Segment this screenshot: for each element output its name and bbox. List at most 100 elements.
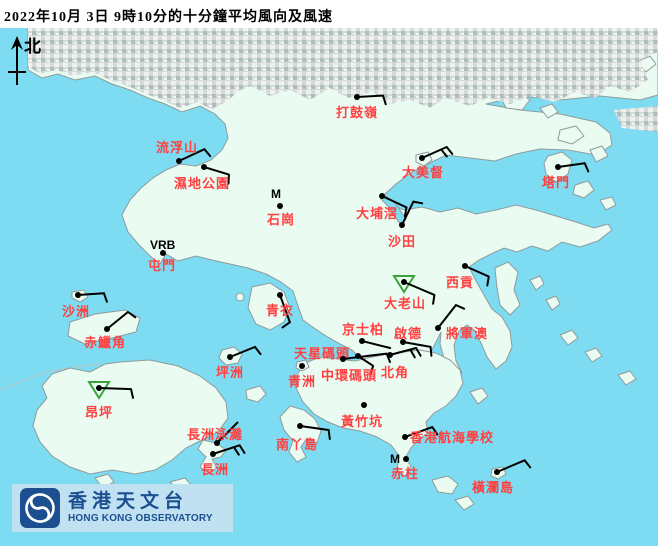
station-label: 赤柱 <box>391 466 419 481</box>
station-label: 昂坪 <box>85 405 113 420</box>
station-label: 啟德 <box>394 326 422 341</box>
station-dot <box>210 451 216 457</box>
station-kai-tak: 啟德 <box>394 326 433 357</box>
shenzhen-urban <box>28 28 658 110</box>
wind-barb <box>389 347 422 359</box>
hill-triangle-icon <box>87 381 111 400</box>
station-label: 赤鱲角 <box>84 335 126 350</box>
station-peng-chau: 坪洲 <box>216 345 262 380</box>
hko-logo[interactable]: 香港天文台 HONG KONG OBSERVATORY <box>12 484 233 532</box>
station-tap-mun: 塔門 <box>542 162 590 190</box>
wind-barb <box>381 195 408 218</box>
ap-chau-island <box>539 103 559 119</box>
station-dot <box>201 164 207 170</box>
station-label: 橫瀾島 <box>472 480 514 495</box>
station-ta-mei-tuk: 大美督 <box>402 146 454 180</box>
wind-barb <box>299 425 331 440</box>
po-toi-south <box>454 495 475 511</box>
grass-island <box>572 180 595 199</box>
station-dot <box>435 325 441 331</box>
wind-barb <box>216 421 239 444</box>
wind-barb <box>229 345 262 358</box>
station-dot <box>75 292 81 298</box>
station-ta-kwu-ling: 打鼓嶺 <box>336 94 387 120</box>
basalt-island <box>559 329 579 346</box>
wind-barb <box>106 311 137 330</box>
urban-area <box>28 28 658 132</box>
wind-barb <box>404 426 439 438</box>
station-dot <box>494 469 500 475</box>
station-green-island: 青洲 <box>288 363 315 389</box>
kau-sai-chau <box>494 261 521 316</box>
station-cheung-chau: 長洲 <box>201 444 246 477</box>
station-dot <box>340 356 346 362</box>
wind-barb <box>421 146 454 159</box>
yantian-urban <box>614 106 658 132</box>
station-label: 塔門 <box>542 175 570 190</box>
station-wetland-park: 濕地公園 <box>174 164 230 191</box>
page-title: 2022年10月 3日 9時10分的十分鐘平均風向及風速 <box>4 10 333 25</box>
station-shek-kong: M 石崗 <box>266 187 294 227</box>
station-tuen-mun: VRB 屯門 <box>148 238 176 273</box>
wind-barb <box>401 200 424 226</box>
station-label: 青衣 <box>266 303 294 318</box>
wind-barb <box>557 162 590 173</box>
hko-logo-english: HONG KONG OBSERVATORY <box>68 513 213 524</box>
station-dot <box>299 363 305 369</box>
station-lau-fau-shan: 流浮山 <box>156 140 212 164</box>
wind-barb <box>178 148 212 162</box>
crescent-island <box>589 145 609 163</box>
station-dot <box>96 385 102 391</box>
station-dot <box>354 94 360 100</box>
wind-barb <box>342 352 391 363</box>
wind-barb <box>437 304 466 329</box>
port-island <box>599 196 617 211</box>
station-dot <box>401 279 407 285</box>
station-dot <box>462 263 468 269</box>
boundary-line <box>0 363 101 391</box>
wind-barb <box>77 292 108 303</box>
station-label: 坪洲 <box>216 365 244 380</box>
station-label: 大埔滘 <box>356 206 398 221</box>
mainland <box>27 28 658 374</box>
station-dot <box>104 326 110 332</box>
station-dot <box>399 222 405 228</box>
station-label: 沙田 <box>388 234 416 249</box>
station-central-pier: 中環碼頭 <box>321 352 391 383</box>
station-dot <box>176 158 182 164</box>
station-marker: VRB <box>150 238 176 252</box>
wind-barb <box>402 341 433 357</box>
station-wong-chuk-hang: 黃竹坑 <box>340 402 382 429</box>
station-dot <box>214 440 220 446</box>
chek-lap-kok-island <box>67 309 141 345</box>
station-dot <box>379 193 385 199</box>
north-arrow-head <box>11 36 23 50</box>
station-dot <box>277 292 283 298</box>
station-sai-kung: 西貢 <box>446 263 490 290</box>
station-marker: M <box>390 452 400 466</box>
station-cheung-chau-beach: 長洲泳灘 <box>187 421 242 446</box>
north-compass: 北 <box>8 36 41 85</box>
ma-wan-island <box>235 292 245 302</box>
station-dot <box>277 203 283 209</box>
lantau-island <box>32 359 229 475</box>
station-dot <box>403 456 409 462</box>
station-label: 京士柏 <box>342 322 384 337</box>
station-lamma-island: 南丫島 <box>276 423 331 452</box>
station-dot <box>400 339 406 345</box>
station-stanley: M赤柱 <box>390 452 419 481</box>
station-dot <box>160 250 166 256</box>
station-label: 香港航海學校 <box>409 430 494 445</box>
bluff-island <box>584 347 603 363</box>
station-tseung-kwan-o: 將軍澳 <box>435 304 487 341</box>
tung-lung-chau <box>469 387 489 405</box>
wind-barb <box>403 281 436 305</box>
station-sha-tin: 沙田 <box>388 200 424 249</box>
station-waglan-island: 橫瀾島 <box>472 459 532 495</box>
lamma-island-shape <box>279 405 322 463</box>
station-tates-cairn: 大老山 <box>384 275 436 311</box>
station-label: 南丫島 <box>276 437 318 452</box>
